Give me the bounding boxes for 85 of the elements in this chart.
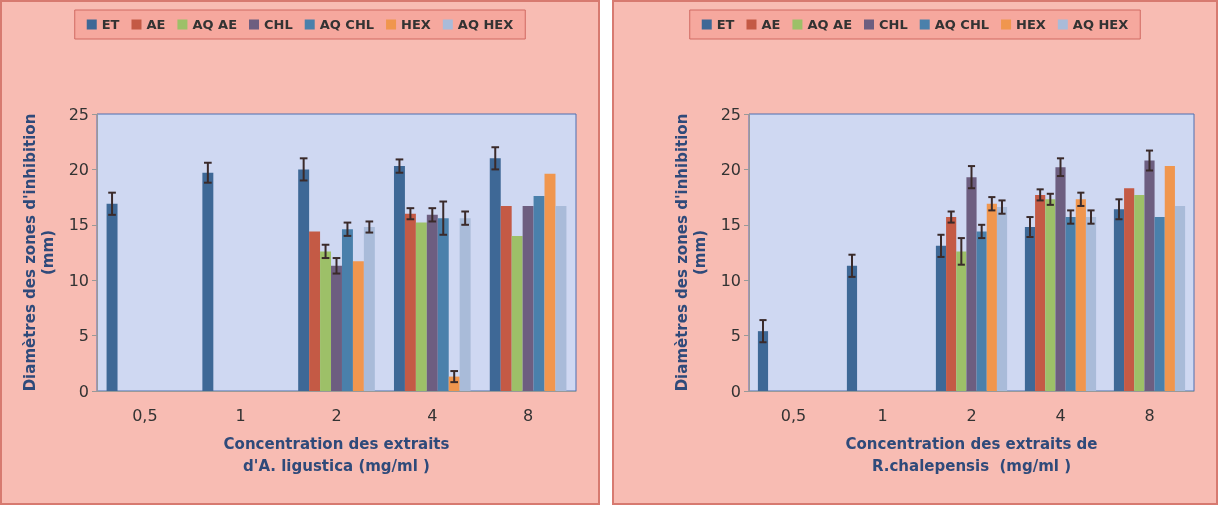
bar xyxy=(757,331,769,391)
legend-label: AQ HEX xyxy=(1072,17,1129,32)
bar xyxy=(298,169,310,391)
y-tick-label: 10 xyxy=(68,270,89,290)
y-tick-label: 5 xyxy=(730,326,741,346)
legend-label: ET xyxy=(716,17,735,32)
bar xyxy=(935,245,947,391)
bar xyxy=(1024,227,1036,391)
x-tick-label: 0,5 xyxy=(132,405,158,425)
bar xyxy=(415,222,427,391)
legend-label: AE xyxy=(146,17,166,32)
legend-label: AE xyxy=(761,17,781,32)
x-tick-label: 1 xyxy=(235,405,246,425)
legend-label: AQ AE xyxy=(192,17,238,32)
y-tick-label: 20 xyxy=(720,159,741,179)
legend-label: CHL xyxy=(879,17,908,32)
bar xyxy=(1035,194,1046,391)
legend-label: HEX xyxy=(401,17,431,32)
bar xyxy=(511,235,523,391)
y-tick-label: 20 xyxy=(68,159,89,179)
bar xyxy=(846,265,858,391)
x-tick-label: 1 xyxy=(877,405,888,425)
bar xyxy=(976,231,987,391)
x-tick-label: 4 xyxy=(1055,405,1066,425)
x-axis-title: Concentration des extraits d'A. ligustica (mg/ml ) xyxy=(223,435,450,475)
bar xyxy=(1174,205,1186,391)
y-axis-title: Diamètres des zones d'inhibition (mm) xyxy=(21,113,57,392)
legend-label: CHL xyxy=(264,17,293,32)
bar xyxy=(1134,194,1145,391)
legend-label: ET xyxy=(101,17,120,32)
y-tick-label: 25 xyxy=(68,104,89,124)
x-axis-title: Concentration des extraits de R.chalepensis (mg/ml ) xyxy=(845,435,1098,475)
y-tick-label: 15 xyxy=(68,215,89,235)
x-tick-label: 0,5 xyxy=(780,405,807,425)
bar xyxy=(946,217,957,391)
bar xyxy=(331,265,342,391)
x-tick-label: 8 xyxy=(523,405,534,425)
bar xyxy=(363,227,375,391)
y-tick-label: 25 xyxy=(720,104,741,124)
bar xyxy=(1113,209,1125,391)
legend-label: HEX xyxy=(1016,17,1046,32)
y-axis-title: Diamètres des zones d'inhibition (mm) xyxy=(673,113,709,392)
y-tick-label: 10 xyxy=(720,270,741,290)
legend-label: AQ AE xyxy=(807,17,853,32)
y-tick-label: 0 xyxy=(78,381,89,401)
y-tick-label: 5 xyxy=(78,326,89,346)
bar xyxy=(522,205,534,391)
bar xyxy=(1055,167,1066,391)
bar xyxy=(533,195,545,391)
bar xyxy=(986,203,997,391)
bar xyxy=(309,231,321,391)
bar xyxy=(489,158,501,391)
bar xyxy=(106,203,118,391)
bar xyxy=(1124,188,1135,391)
y-tick-label: 15 xyxy=(720,215,741,235)
bar xyxy=(996,207,1008,391)
y-tick-label: 0 xyxy=(730,381,741,401)
legend-label: AQ CHL xyxy=(934,17,990,32)
x-tick-label: 2 xyxy=(966,405,977,425)
bar xyxy=(320,251,332,391)
bar xyxy=(1144,160,1155,391)
x-tick-label: 4 xyxy=(427,405,438,425)
bar xyxy=(966,177,977,391)
bar xyxy=(544,173,556,391)
legend-label: AQ CHL xyxy=(319,17,375,32)
bar xyxy=(202,172,214,391)
bar xyxy=(1085,217,1097,391)
bar xyxy=(393,166,405,391)
bar xyxy=(956,251,967,391)
bar xyxy=(1065,217,1076,391)
bar xyxy=(341,229,353,391)
bar xyxy=(459,218,471,391)
bar xyxy=(555,205,567,391)
bar xyxy=(500,205,512,391)
bar xyxy=(404,213,416,391)
x-tick-label: 2 xyxy=(331,405,342,425)
x-tick-label: 8 xyxy=(1144,405,1155,425)
bar xyxy=(1045,199,1056,391)
bar xyxy=(1164,166,1175,391)
bar xyxy=(426,214,438,391)
bar xyxy=(1075,199,1086,391)
bar xyxy=(352,261,364,391)
bar xyxy=(1154,217,1165,391)
bar xyxy=(437,218,449,391)
legend-label: AQ HEX xyxy=(457,17,514,32)
